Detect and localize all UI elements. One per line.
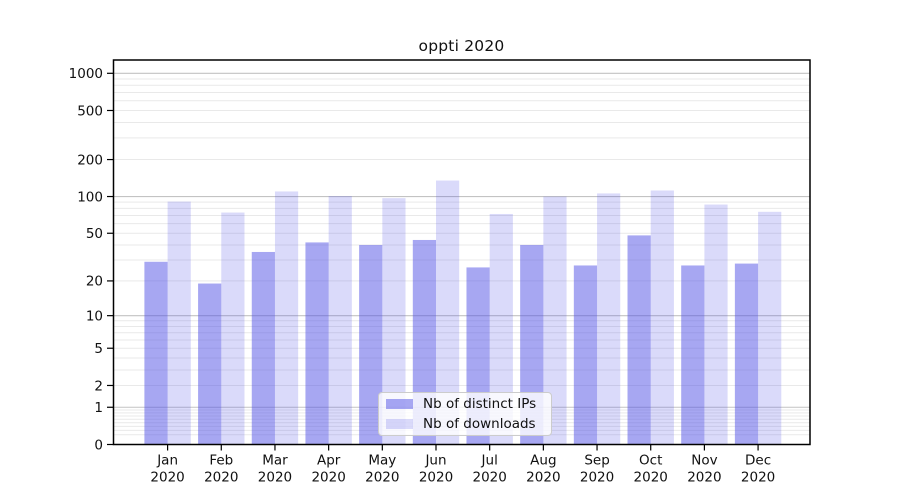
bar-distinct-ips-Dec	[734, 263, 759, 445]
x-tick-label-month-Feb: Feb	[209, 453, 233, 469]
bar-downloads-Jul	[489, 213, 513, 445]
bar-distinct-ips-Jan	[144, 261, 168, 445]
y-tick-label-500: 500	[77, 103, 103, 119]
bar-downloads-Jan	[167, 201, 191, 445]
bar-downloads-Apr	[328, 196, 352, 445]
bar-distinct-ips-May	[359, 244, 383, 445]
bar-distinct-ips-Feb	[198, 283, 222, 445]
x-tick-label-month-Dec: Dec	[745, 453, 771, 469]
x-tick-label-year-Sep: 2020	[580, 470, 614, 486]
x-tick-label-month-Mar: Mar	[262, 453, 288, 469]
x-tick-label-year-Mar: 2020	[258, 470, 292, 486]
plot-border	[112, 59, 811, 446]
bar-downloads-Jun	[436, 180, 460, 445]
legend-label-downloads: Nb of downloads	[423, 416, 536, 432]
x-tick-label-year-Jan: 2020	[150, 470, 184, 486]
bar-downloads-Dec	[758, 211, 782, 445]
x-tick-label-month-Sep: Sep	[584, 453, 609, 469]
bar-distinct-ips-Nov	[681, 265, 705, 445]
y-tick-label-0: 0	[94, 437, 103, 453]
bar-downloads-May	[382, 198, 406, 445]
x-tick-label-year-Jul: 2020	[473, 470, 507, 486]
x-tick-label-month-Aug: Aug	[530, 453, 556, 469]
x-tick-label-month-Jul: Jul	[481, 453, 498, 469]
legend-swatch-downloads	[386, 419, 413, 429]
x-tick-label-month-Apr: Apr	[317, 453, 341, 469]
x-tick-label-month-Jan: Jan	[156, 453, 178, 469]
bar-distinct-ips-Oct	[627, 235, 651, 445]
bar-distinct-ips-Sep	[573, 265, 598, 445]
x-tick-label-year-Apr: 2020	[311, 470, 345, 486]
y-tick-label-5: 5	[94, 341, 103, 357]
x-tick-label-month-Nov: Nov	[691, 453, 717, 469]
chart-title: oppti 2020	[418, 37, 505, 55]
y-tick-label-200: 200	[77, 152, 103, 168]
bar-downloads-Oct	[650, 190, 674, 445]
x-tick-label-year-Feb: 2020	[204, 470, 238, 486]
y-tick-label-1000: 1000	[69, 66, 103, 82]
x-tick-label-year-May: 2020	[365, 470, 399, 486]
bar-downloads-Aug	[543, 196, 567, 445]
x-tick-label-year-Nov: 2020	[687, 470, 721, 486]
y-tick-label-20: 20	[86, 274, 103, 290]
x-tick-label-month-Oct: Oct	[639, 453, 662, 469]
x-tick-label-year-Aug: 2020	[526, 470, 560, 486]
y-tick-label-1: 1	[94, 400, 103, 416]
x-tick-label-month-Jun: Jun	[424, 453, 446, 469]
legend-item-distinct-ips: Nb of distinct IPs	[386, 396, 542, 412]
bar-downloads-Mar	[274, 191, 299, 445]
y-tick-label-50: 50	[86, 226, 103, 242]
bar-distinct-ips-Mar	[251, 251, 275, 445]
legend-label-distinct-ips: Nb of distinct IPs	[423, 396, 537, 412]
bar-distinct-ips-Apr	[305, 242, 329, 445]
x-tick-label-month-May: May	[368, 453, 396, 469]
y-tick-label-10: 10	[86, 308, 103, 324]
legend: Nb of distinct IPs Nb of downloads	[378, 392, 552, 436]
x-tick-label-year-Oct: 2020	[634, 470, 668, 486]
bar-downloads-Nov	[704, 204, 728, 445]
y-tick-label-2: 2	[94, 378, 103, 394]
bar-downloads-Feb	[221, 212, 245, 445]
legend-swatch-distinct-ips	[386, 399, 413, 409]
x-tick-label-year-Jun: 2020	[419, 470, 453, 486]
y-tick-label-100: 100	[77, 189, 103, 205]
x-tick-label-year-Dec: 2020	[741, 470, 775, 486]
legend-item-downloads: Nb of downloads	[386, 416, 542, 432]
bar-downloads-Sep	[597, 193, 621, 445]
